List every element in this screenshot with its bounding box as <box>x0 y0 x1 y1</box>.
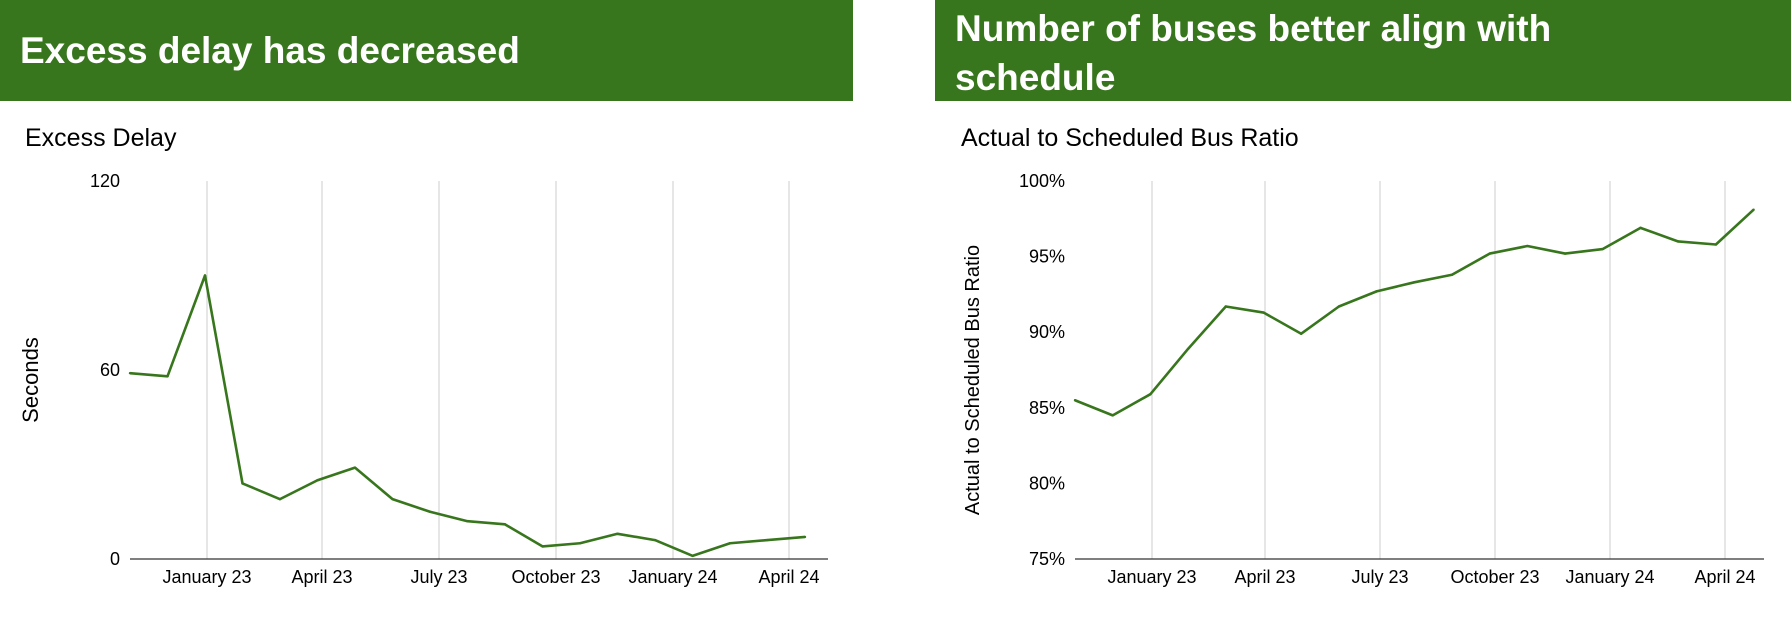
y-axis-label: Seconds <box>18 337 43 423</box>
data-point-2 <box>1149 392 1152 396</box>
data-point-12 <box>1526 244 1529 248</box>
data-point-12 <box>578 542 582 545</box>
data-point-18 <box>803 535 807 539</box>
x-tick-label: July 23 <box>410 567 467 587</box>
data-point-13 <box>616 532 619 535</box>
data-point-10 <box>1450 273 1454 276</box>
excess-delay-chart: 0 60 120 January 23 April 23 July 23 October 2… <box>18 171 828 587</box>
bus-ratio-chart: 75% 80% 85% 90% 95% 100% January 23 April 23 Jul… <box>962 171 1764 587</box>
y-tick-label: 95% <box>1029 247 1065 267</box>
data-point-1 <box>1111 414 1114 417</box>
data-point-14 <box>653 538 657 542</box>
data-point-3 <box>241 482 244 485</box>
banner-excess-delay: Excess delay has decreased <box>0 0 853 101</box>
data-point-8 <box>428 510 432 513</box>
data-point-9 <box>1413 281 1416 284</box>
y-tick-label: 60 <box>100 360 120 380</box>
data-point-5 <box>1262 311 1265 314</box>
data-point-6 <box>1300 332 1303 335</box>
data-point-16 <box>1677 240 1680 243</box>
x-tick-label: April 24 <box>758 567 819 587</box>
data-point-11 <box>541 545 544 548</box>
data-point-18 <box>1752 208 1755 211</box>
y-tick-label: 75% <box>1029 549 1065 569</box>
chart-title-bus-ratio: Actual to Scheduled Bus Ratio <box>961 124 1299 152</box>
data-point-3 <box>1186 347 1190 351</box>
data-point-15 <box>1639 226 1642 230</box>
y-axis-label: Actual to Scheduled Bus Ratio <box>962 245 984 515</box>
chart-title-excess-delay: Excess Delay <box>25 124 177 152</box>
y-tick-label: 80% <box>1029 473 1065 493</box>
data-point-9 <box>466 520 469 523</box>
data-point-0 <box>1073 399 1077 402</box>
x-tick-label: April 23 <box>291 567 352 587</box>
y-tick-label: 85% <box>1029 398 1065 418</box>
data-point-7 <box>1337 305 1341 308</box>
series-line-0 <box>129 274 806 558</box>
data-point-8 <box>1375 290 1378 293</box>
x-tick-label: October 23 <box>1450 567 1539 587</box>
x-tick-label: October 23 <box>511 567 600 587</box>
y-tick-label: 100% <box>1019 171 1065 191</box>
data-point-7 <box>391 497 394 501</box>
banner-title-right: Number of buses better align with schedu… <box>955 8 1552 98</box>
data-point-17 <box>766 538 769 542</box>
data-point-4 <box>278 497 282 501</box>
x-tick-label: January 23 <box>162 567 251 587</box>
x-tick-label: April 23 <box>1234 567 1295 587</box>
data-point-11 <box>1488 252 1491 255</box>
data-point-5 <box>316 479 319 482</box>
y-tick-label: 90% <box>1029 322 1065 342</box>
banner-title-left: Excess delay has decreased <box>20 30 520 71</box>
data-point-15 <box>691 554 694 558</box>
x-tick-label: July 23 <box>1351 567 1408 587</box>
data-point-4 <box>1224 305 1228 308</box>
y-tick-label: 0 <box>110 549 120 569</box>
data-point-16 <box>728 542 732 545</box>
data-point-10 <box>503 523 507 526</box>
data-point-14 <box>1601 247 1605 251</box>
data-point-0 <box>128 371 132 375</box>
data-point-13 <box>1563 252 1567 255</box>
y-tick-label: 120 <box>90 171 120 191</box>
banner-bus-ratio: Number of buses better align with schedu… <box>935 0 1791 101</box>
x-tick-label: April 24 <box>1694 567 1755 587</box>
x-tick-label: January 24 <box>628 567 717 587</box>
data-point-1 <box>166 375 169 378</box>
series-line-0 <box>1074 208 1755 417</box>
data-point-2 <box>203 274 207 277</box>
data-point-17 <box>1714 243 1718 246</box>
data-point-6 <box>353 466 357 469</box>
x-tick-label: January 24 <box>1565 567 1654 587</box>
x-tick-label: January 23 <box>1107 567 1196 587</box>
